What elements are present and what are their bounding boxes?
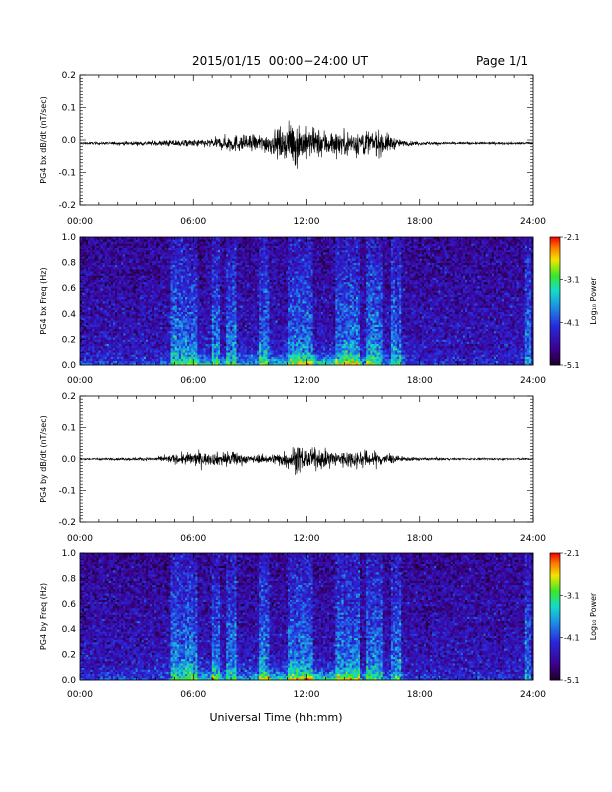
colorbar: -2.1 -3.1 -4.1 -5.1 Log₁₀ Power	[550, 233, 598, 370]
colorbar: -2.1 -3.1 -4.1 -5.1 Log₁₀ Power	[550, 549, 598, 685]
x-axis-label: Universal Time (hh:mm)	[210, 711, 343, 724]
x-tick-label: 18:00	[407, 376, 433, 386]
x-tick-label: 12:00	[294, 376, 320, 386]
y-tick-label: 0.6	[62, 600, 77, 610]
colorbar-tick-label: -2.1	[564, 233, 580, 242]
colorbar-tick-label: -4.1	[564, 318, 580, 327]
y-axis-label: PG4 by dB/dt (nT/sec)	[39, 415, 48, 502]
x-tick-label: 00:00	[67, 376, 93, 386]
x-tick-label: 06:00	[180, 376, 206, 386]
x-tick-label: 12:00	[294, 217, 320, 227]
colorbar-tick-label: -5.1	[564, 676, 580, 685]
colorbar-tick-label: -2.1	[564, 549, 580, 558]
y-tick-label: 0.2	[62, 71, 76, 81]
y-tick-label: 0.1	[62, 104, 76, 114]
y-tick-label: 0.6	[62, 284, 77, 294]
x-tick-label: 00:00	[67, 534, 93, 544]
y-tick-label: 0.8	[62, 574, 77, 584]
colorbar-tick-label: -3.1	[564, 276, 580, 285]
x-tick-label: 18:00	[407, 690, 433, 700]
y-axis-label: PG4 bx dB/dt (nT/sec)	[39, 96, 48, 183]
x-tick-label: 24:00	[520, 376, 546, 386]
x-tick-label: 00:00	[67, 690, 93, 700]
y-tick-label: -0.2	[58, 518, 76, 528]
y-tick-label: 0.4	[62, 625, 77, 635]
x-tick-label: 24:00	[520, 217, 546, 227]
colorbar-label: Log₁₀ Power	[589, 277, 598, 325]
y-tick-label: 0.0	[62, 676, 77, 686]
y-tick-label: 0.4	[62, 310, 77, 320]
x-tick-label: 06:00	[180, 534, 206, 544]
x-tick-label: 06:00	[180, 217, 206, 227]
dbdt-trace	[80, 447, 533, 475]
dbdt-trace	[80, 121, 533, 169]
x-tick-label: 18:00	[407, 534, 433, 544]
y-axis-label: PG4 by Freq (Hz)	[39, 583, 48, 650]
colorbar-tick-label: -4.1	[564, 634, 580, 643]
x-tick-label: 12:00	[294, 534, 320, 544]
x-tick-label: 06:00	[180, 690, 206, 700]
y-tick-label: 0.2	[62, 651, 76, 661]
x-tick-label: 18:00	[407, 217, 433, 227]
x-tick-label: 12:00	[294, 690, 320, 700]
colorbar-tick-label: -5.1	[564, 361, 580, 370]
y-tick-label: -0.2	[58, 201, 76, 211]
colorbar-label: Log₁₀ Power	[589, 592, 598, 640]
spectrogram-cells	[80, 553, 533, 680]
y-tick-label: 1.0	[62, 549, 77, 559]
colorbar-tick-label: -3.1	[564, 591, 580, 600]
y-tick-label: 0.0	[62, 455, 77, 465]
x-tick-label: 24:00	[520, 534, 546, 544]
y-tick-label: 0.2	[62, 392, 76, 402]
y-tick-label: 0.8	[62, 259, 77, 269]
y-tick-label: 1.0	[62, 233, 77, 243]
y-tick-label: 0.2	[62, 335, 76, 345]
y-tick-label: 0.0	[62, 361, 77, 371]
x-tick-label: 24:00	[520, 690, 546, 700]
spectrogram-cells	[80, 237, 533, 365]
y-tick-label: 0.1	[62, 424, 76, 434]
timeseries-panel-2: 0.2 0.1 0.0 -0.1 -0.2 00:00 06:00 12:00 18:00 24:…	[39, 392, 546, 544]
y-tick-label: 0.0	[62, 136, 77, 146]
y-tick-label: -0.1	[58, 169, 76, 179]
timeseries-panel-0: 0.2 0.1 0.0 -0.1 -0.2 00:00 06:00 12:00 18:00 24:…	[39, 71, 546, 227]
spectrogram-panel-1: 1.0 0.8 0.6 0.4 0.2 0.0 00:00 06:00 12:00 18:00 24…	[39, 233, 598, 386]
plot-canvas: 0.2 0.1 0.0 -0.1 -0.2 00:00 06:00 12:00 18:00 24:…	[0, 0, 612, 792]
y-axis-label: PG4 bx Freq (Hz)	[39, 267, 48, 334]
x-tick-label: 00:00	[67, 217, 93, 227]
summary-plot-page: 2015/01/15 00:00−24:00 UT Page 1/1 0.2 0.…	[0, 0, 612, 792]
spectrogram-panel-3: 1.0 0.8 0.6 0.4 0.2 0.0 00:00 06:00 12:00 18:00 24…	[39, 549, 598, 700]
y-tick-label: -0.1	[58, 487, 76, 497]
